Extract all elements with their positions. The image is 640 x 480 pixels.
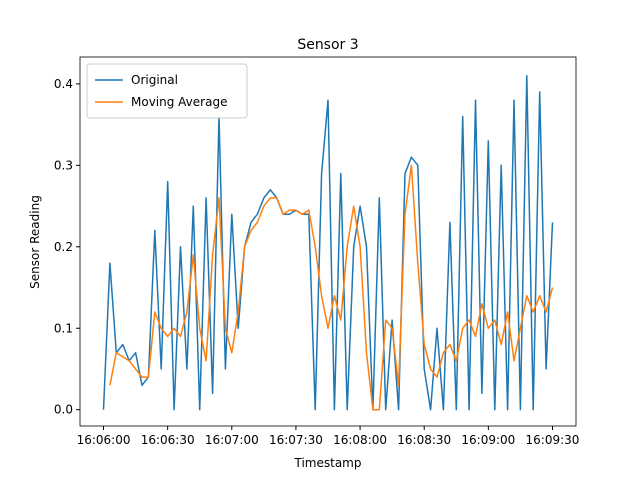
y-tick-label: 0.1 [54, 321, 73, 335]
y-tick-label: 0.3 [54, 158, 73, 172]
x-tick-label: 16:08:00 [333, 433, 387, 447]
x-tick-label: 16:06:30 [141, 433, 195, 447]
x-axis-label: Timestamp [294, 456, 362, 470]
plot-frame [79, 56, 577, 427]
x-tick-label: 16:07:30 [269, 433, 323, 447]
x-tick-label: 16:06:00 [77, 433, 131, 447]
x-tick-label: 16:07:00 [205, 433, 259, 447]
x-tick-label: 16:09:30 [526, 433, 580, 447]
y-axis-label: Sensor Reading [28, 195, 42, 289]
legend-label: Original [131, 73, 178, 87]
legend-box [86, 63, 248, 119]
data-line [102, 74, 554, 411]
y-tick-label: 0.2 [54, 240, 73, 254]
y-tick-label: 0.4 [54, 77, 73, 91]
chart-title: Sensor 3 [297, 37, 358, 53]
x-tick-label: 16:09:00 [461, 433, 515, 447]
legend-label: Moving Average [131, 95, 227, 109]
data-line [109, 164, 554, 411]
y-tick-label: 0.0 [54, 403, 73, 417]
x-tick-label: 16:08:30 [397, 433, 451, 447]
